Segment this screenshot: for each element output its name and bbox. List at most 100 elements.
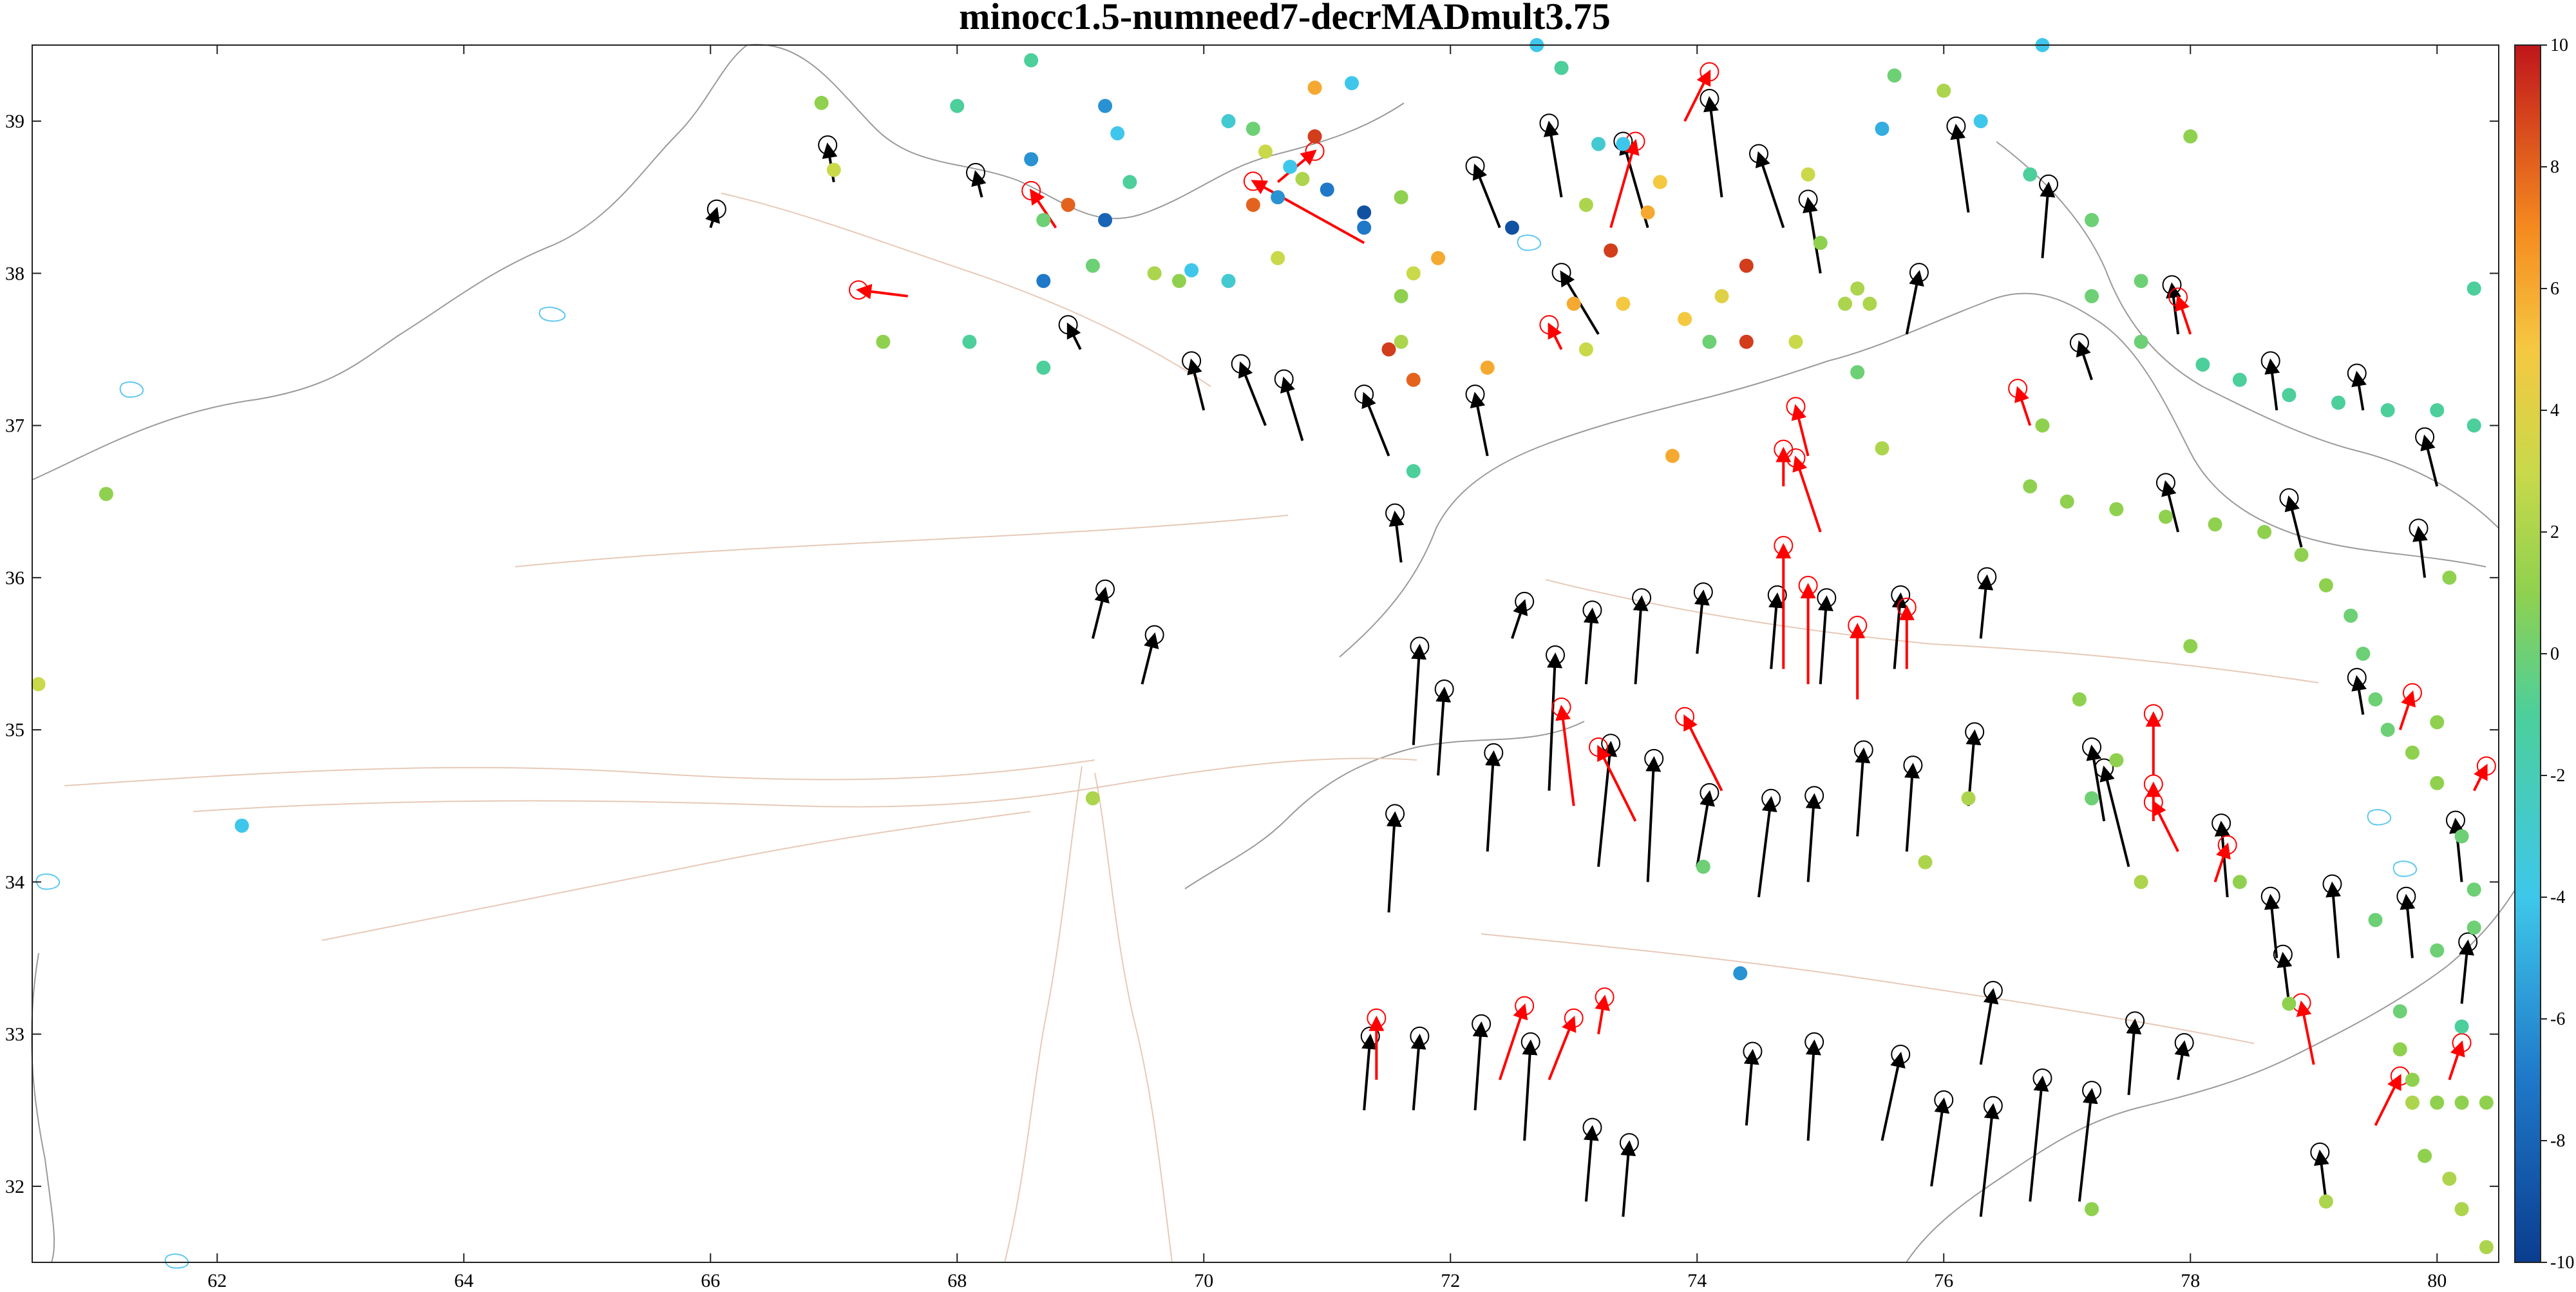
error-ellipse [1798,189,1818,209]
velocity-vectors-layer [705,89,2478,1217]
velocity-vector [2459,939,2475,1004]
station-point [1604,243,1618,258]
velocity-vector [1696,790,1715,868]
velocity-vector [1633,595,1649,685]
error-ellipse [2211,813,2231,833]
error-ellipse [1934,1090,1954,1110]
error-ellipse [1484,743,1504,763]
error-ellipse [1595,987,1615,1007]
station-point [2454,829,2469,844]
outlier-vector [1683,714,1723,792]
station-point [1739,334,1754,349]
station-point [1937,83,1951,98]
station-point [1616,296,1631,311]
velocity-vector [2351,370,2367,411]
y-tick-label: 39 [5,111,24,132]
velocity-vector [1803,196,1822,274]
error-ellipse [1539,315,1559,335]
velocity-vector [2214,821,2230,898]
velocity-vector [2277,951,2293,1004]
station-point [2232,372,2247,387]
velocity-vector [1472,1021,1488,1110]
colorbar-tick-label: -4 [2550,888,2565,907]
station-point [2467,920,2481,935]
station-point [1245,121,1260,136]
outlier-vector [1029,188,1057,229]
velocity-vector [1978,574,1994,639]
velocity-vector [1755,151,1785,229]
error-ellipse [2008,379,2028,399]
velocity-vector [1361,392,1390,457]
velocity-vector [1743,1049,1759,1126]
station-point [2467,418,2481,433]
error-ellipse [1965,722,1985,742]
x-tick-label: 80 [2427,1270,2447,1291]
error-ellipse [1472,1014,1492,1034]
error-ellipse [2458,932,2478,952]
error-ellipse [1551,698,1571,717]
station-point [1696,859,1710,874]
station-point [1122,175,1137,189]
velocity-vector [2086,745,2106,822]
colorbar-ticks: -10 -8 -6 -4 -2 0 2 4 6 8 10 [2541,35,2574,1273]
error-ellipse [1354,385,1374,404]
error-ellipse [1749,144,1768,164]
station-point [2430,943,2445,958]
error-ellipse [2476,756,2496,776]
station-point [1184,263,1199,278]
station-point [2134,875,2148,889]
station-point [2060,494,2074,509]
error-ellipse [2415,427,2435,447]
error-ellipse [1589,737,1609,757]
station-point [2479,1095,2494,1110]
velocity-vector [1597,741,1618,867]
station-point [2134,334,2148,349]
error-ellipse [1274,369,1294,389]
station-point [1406,372,1421,387]
error-ellipse [1021,181,1041,201]
error-ellipse [2322,874,2342,894]
station-point [1702,334,1717,349]
outlier-vector [2448,1040,2465,1081]
velocity-vector [1805,793,1821,882]
station-point [1406,266,1421,281]
error-ellipse [1385,804,1405,824]
y-axis: 32 33 34 35 36 37 38 39 [5,111,2499,1197]
colorbar-tick-label: -6 [2550,1009,2565,1029]
station-point [2368,913,2383,927]
station-point [2257,525,2272,539]
velocity-vector [1435,686,1452,776]
error-ellipse [2260,351,2280,371]
station-point [2085,289,2099,303]
error-ellipse [1546,645,1566,665]
error-ellipse [2310,1142,2330,1162]
y-tick-label: 37 [5,415,24,437]
station-point [1036,213,1051,227]
station-point [2183,129,2198,144]
error-ellipse [965,162,985,182]
velocity-vector [1930,1097,1950,1187]
velocity-vector [1410,1033,1426,1110]
station-point [2467,281,2481,296]
station-point [2454,1095,2469,1110]
station-point [1357,220,1372,235]
error-ellipse [1465,156,1485,176]
station-point [2085,1202,2099,1217]
colorbar-tick-label: 2 [2550,522,2559,542]
station-point [2208,517,2222,532]
error-ellipse [1095,579,1115,599]
station-point [1714,289,1729,303]
station-point [1085,258,1100,273]
error-ellipse [1903,755,1923,775]
station-point [2442,570,2457,585]
error-ellipse [1853,740,1873,760]
outlier-vector [1597,745,1637,822]
error-ellipse [1675,707,1695,727]
velocity-vector [1805,1039,1821,1141]
station-point [1862,296,1877,311]
error-ellipse [1804,786,1824,806]
error-ellipse [2143,704,2163,724]
station-point [1431,251,1446,265]
outlier-vector [1609,138,1640,229]
